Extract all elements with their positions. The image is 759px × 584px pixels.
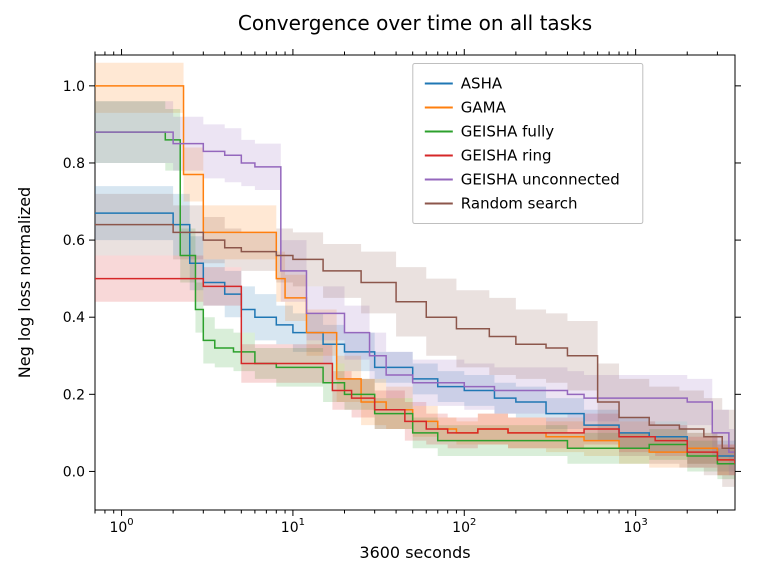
y-tick-label: 0.4	[63, 310, 85, 326]
y-tick-label: 1.0	[63, 79, 85, 95]
y-tick-label: 0.2	[63, 387, 85, 403]
legend-label: ASHA	[461, 75, 503, 93]
legend: ASHA GAMA GEISHA fully GEISHA ring GEISHA un…	[413, 64, 643, 224]
x-tick-label: 103	[624, 517, 648, 536]
convergence-chart: 0.0 0.2 0.4 0.6 0.8 1.0 100 101 102 103 Convergenc…	[0, 0, 759, 584]
x-tick-label: 100	[109, 517, 133, 536]
x-tick-label: 102	[452, 517, 476, 536]
legend-label: GEISHA ring	[461, 147, 552, 165]
y-axis-label: Neg log loss normalized	[15, 187, 34, 378]
x-axis-label: 3600 seconds	[359, 543, 470, 562]
legend-label: GEISHA unconnected	[461, 171, 620, 189]
legend-label: GEISHA fully	[461, 123, 554, 141]
y-tick-label: 0.6	[63, 233, 85, 249]
legend-label: Random search	[461, 195, 578, 213]
x-tick-label: 101	[281, 517, 305, 536]
y-tick-label: 0.8	[63, 156, 85, 172]
y-tick-label: 0.0	[63, 464, 85, 480]
chart-container: 0.0 0.2 0.4 0.6 0.8 1.0 100 101 102 103 Convergenc…	[0, 0, 759, 584]
chart-title: Convergence over time on all tasks	[238, 11, 592, 35]
legend-label: GAMA	[461, 99, 507, 117]
